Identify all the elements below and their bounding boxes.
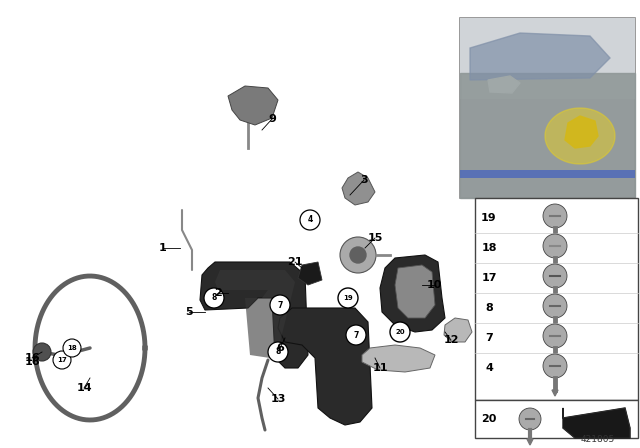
Text: 20: 20 [481,414,497,424]
Circle shape [338,288,358,308]
Circle shape [543,204,567,228]
Circle shape [33,343,51,361]
Text: 19: 19 [343,295,353,301]
Polygon shape [298,262,322,285]
Circle shape [300,210,320,230]
Polygon shape [200,262,308,368]
Polygon shape [552,300,558,306]
Polygon shape [444,318,472,342]
Polygon shape [470,33,610,80]
Polygon shape [552,360,558,366]
Polygon shape [380,255,445,332]
Text: 7: 7 [485,333,493,343]
Polygon shape [565,116,598,148]
Circle shape [543,234,567,258]
Text: 8: 8 [211,293,217,302]
Circle shape [340,237,376,273]
Circle shape [350,247,366,263]
Circle shape [519,408,541,430]
Polygon shape [552,330,558,336]
Text: 421805: 421805 [581,435,615,444]
Polygon shape [488,76,520,93]
Circle shape [268,342,288,362]
Circle shape [543,354,567,378]
Text: 17: 17 [57,357,67,363]
Text: 1: 1 [159,243,167,253]
Bar [460,18,635,99]
Text: 7: 7 [277,301,283,310]
Text: 3: 3 [360,175,368,185]
Text: 4: 4 [307,215,312,224]
Text: 18: 18 [67,345,77,351]
Circle shape [543,294,567,318]
Text: 2: 2 [214,288,222,298]
Polygon shape [342,172,375,205]
Circle shape [346,325,366,345]
Polygon shape [545,108,615,164]
Text: 7: 7 [353,331,358,340]
Polygon shape [552,390,558,396]
Circle shape [270,295,290,315]
Text: 16: 16 [24,357,40,367]
Bar [460,170,635,178]
Text: 18: 18 [481,243,497,253]
Text: 9: 9 [268,114,276,124]
Polygon shape [527,439,533,445]
Circle shape [53,351,71,369]
Polygon shape [460,73,635,198]
Bar [475,198,638,400]
Bar [475,400,638,438]
Text: 8: 8 [485,303,493,313]
Polygon shape [552,240,558,246]
Text: 21: 21 [287,257,303,267]
Text: 8: 8 [275,348,281,357]
Text: 16: 16 [24,353,40,363]
Circle shape [543,324,567,348]
Polygon shape [563,408,630,438]
Polygon shape [552,270,558,276]
Circle shape [204,288,224,308]
Text: 5: 5 [185,307,193,317]
Text: 12: 12 [444,335,459,345]
Polygon shape [395,265,435,318]
Text: 17: 17 [481,273,497,283]
Polygon shape [215,270,295,358]
Circle shape [543,264,567,288]
Text: 10: 10 [426,280,442,290]
Text: 13: 13 [270,394,285,404]
Polygon shape [278,308,372,425]
Bar [460,18,635,198]
Polygon shape [228,86,278,125]
Circle shape [390,322,410,342]
Text: 14: 14 [76,383,92,393]
Text: 4: 4 [485,363,493,373]
Text: 20: 20 [395,329,405,335]
Polygon shape [362,345,435,372]
Text: 6: 6 [276,343,284,353]
Text: 15: 15 [367,233,383,243]
Circle shape [63,339,81,357]
Text: 19: 19 [481,213,497,223]
Text: 11: 11 [372,363,388,373]
